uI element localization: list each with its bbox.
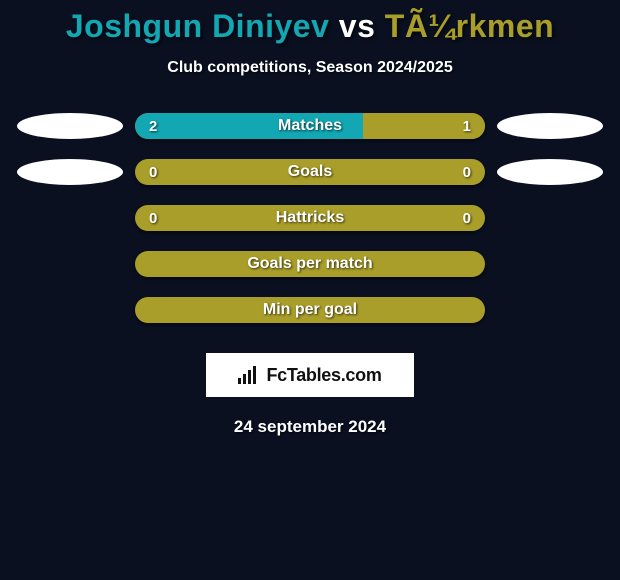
stat-bar: Goals0 0	[135, 159, 485, 185]
subtitle: Club competitions, Season 2024/2025	[0, 59, 620, 77]
stat-label: Goals per match	[135, 251, 485, 277]
stat-value-left: 2	[149, 113, 157, 139]
stat-label: Hattricks	[135, 205, 485, 231]
branding-badge: FcTables.com	[206, 353, 414, 397]
player2-photo-ellipse	[497, 159, 603, 185]
player1-photo-ellipse	[17, 113, 123, 139]
stat-row: Hattricks0 0	[0, 205, 620, 231]
comparison-title: Joshgun Diniyev vs TÃ¼rkmen	[0, 8, 620, 45]
stat-row: Goals0 0	[0, 159, 620, 185]
branding-text: FcTables.com	[266, 365, 381, 386]
stat-label: Matches	[135, 113, 485, 139]
player1-photo-ellipse	[17, 159, 123, 185]
stat-row: Min per goal	[0, 297, 620, 323]
date-label: 24 september 2024	[0, 417, 620, 437]
stat-label: Goals	[135, 159, 485, 185]
player2-photo-ellipse	[497, 113, 603, 139]
stat-bar: Goals per match	[135, 251, 485, 277]
bars-icon	[238, 366, 260, 384]
title-vs: vs	[329, 8, 384, 44]
stat-row: Matches2 1	[0, 113, 620, 139]
stat-bar: Hattricks0 0	[135, 205, 485, 231]
player2-name: TÃ¼rkmen	[385, 8, 554, 44]
stat-label: Min per goal	[135, 297, 485, 323]
stat-value-right: 0	[463, 159, 471, 185]
stat-bar: Min per goal	[135, 297, 485, 323]
stat-row: Goals per match	[0, 251, 620, 277]
stat-bar: Matches2 1	[135, 113, 485, 139]
stat-value-left: 0	[149, 159, 157, 185]
infographic-container: Joshgun Diniyev vs TÃ¼rkmen Club competi…	[0, 0, 620, 437]
stat-value-right: 0	[463, 205, 471, 231]
player1-name: Joshgun Diniyev	[66, 8, 330, 44]
stat-rows: Matches21Goals00Hattricks00Goals per mat…	[0, 113, 620, 323]
stat-value-left: 0	[149, 205, 157, 231]
stat-value-right: 1	[463, 113, 471, 139]
